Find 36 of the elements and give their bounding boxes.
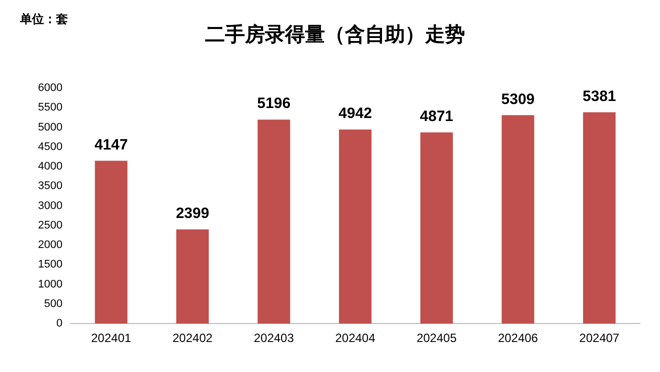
y-tick-label: 500 (44, 298, 62, 310)
x-tick-label: 202403 (254, 331, 294, 346)
bar (258, 120, 290, 324)
y-tick-label: 0 (56, 318, 62, 330)
data-label: 2399 (176, 205, 210, 222)
bar (502, 115, 534, 324)
bar (94, 160, 128, 324)
x-tick-label: 202402 (172, 331, 213, 346)
bar (583, 112, 616, 324)
chart-title: 二手房录得量（含自助）走势 (205, 23, 465, 46)
y-tick-label: 1000 (38, 278, 62, 290)
bar (420, 132, 453, 324)
data-label: 4147 (94, 136, 128, 154)
y-tick-label: 2000 (38, 239, 62, 252)
bar (338, 130, 372, 324)
x-tick-label: 202405 (416, 331, 457, 346)
data-label: 5309 (501, 90, 535, 108)
text: 单位：套 (19, 12, 68, 26)
y-tick-label: 2500 (38, 219, 62, 232)
data-label: 4942 (338, 105, 372, 122)
data-label: 4871 (420, 108, 454, 125)
y-tick-label: 3500 (38, 180, 62, 192)
bar (176, 229, 209, 324)
y-tick-label: 1500 (38, 258, 62, 271)
x-tick-label: 202407 (579, 331, 620, 346)
data-label: 5381 (582, 88, 616, 105)
y-tick-label: 6000 (38, 82, 62, 94)
x-tick-label: 202406 (498, 331, 538, 346)
y-tick-label: 3000 (38, 200, 62, 212)
y-tick-label: 5500 (38, 102, 62, 114)
data-label: 5196 (257, 95, 291, 112)
y-tick-label: 4500 (38, 140, 62, 153)
y-tick-label: 5000 (38, 121, 62, 134)
y-tick-label: 4000 (38, 160, 62, 173)
x-tick-label: 202401 (91, 331, 132, 346)
x-tick-label: 202404 (335, 331, 376, 346)
